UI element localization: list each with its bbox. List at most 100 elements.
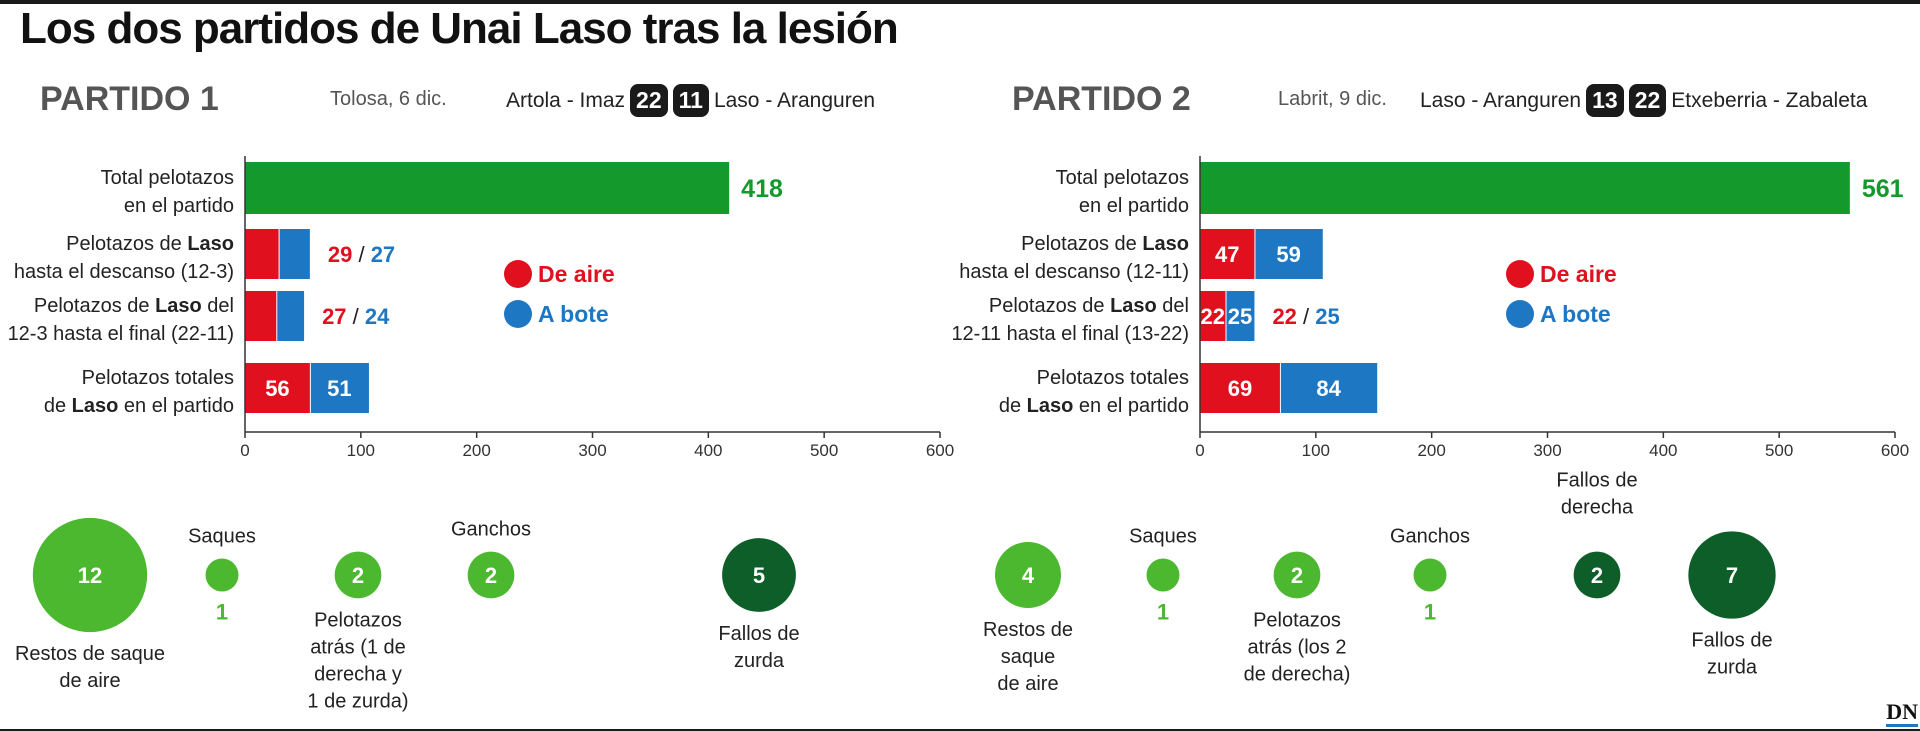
bar-a-bote <box>277 291 305 341</box>
stat-bubble <box>1688 531 1776 619</box>
page-title: Los dos partidos de Unai Laso tras la le… <box>20 4 899 53</box>
stat-value: 1 <box>1157 600 1169 625</box>
chart-plot: Total pelotazos en el partido Pelotazos de… <box>8 156 954 712</box>
x-tick-label: 300 <box>1533 441 1561 460</box>
category-label: Pelotazos de Laso <box>1021 233 1189 255</box>
bottom-rule <box>0 729 1920 731</box>
chart-plot: Total pelotazos en el partido Pelotazos de… <box>951 156 1909 695</box>
stat-label: Restos de saque <box>15 643 165 665</box>
stat-bubble <box>1573 551 1621 599</box>
value-label-aire: 22 <box>1200 304 1224 329</box>
stat-label: Fallos de <box>718 623 799 645</box>
bar-a-bote <box>310 363 369 413</box>
value-label-pair: 29 / 27 <box>328 242 395 267</box>
total-bar <box>245 162 730 214</box>
x-tick-label: 0 <box>1195 441 1204 460</box>
category-label: Pelotazos de Laso del <box>34 295 234 317</box>
chart-partido-2: PARTIDO 2 Labrit, 9 dic. Laso - Arangure… <box>951 70 1915 730</box>
stat-value: 2 <box>485 563 497 588</box>
value-label-bote: 84 <box>1316 376 1341 401</box>
stat-label: derecha <box>1561 497 1634 519</box>
value-label-pair: 27 / 24 <box>322 304 390 329</box>
stat-bubble <box>1413 558 1447 592</box>
stat-label: Pelotazos <box>1253 609 1341 631</box>
category-label: de Laso en el partido <box>999 395 1189 417</box>
stat-bubble <box>1146 558 1180 592</box>
stat-label: Saques <box>188 526 256 548</box>
legend-label: De aire <box>1540 261 1617 287</box>
match-venue: Labrit, 9 dic. <box>1278 88 1387 110</box>
value-label-aire: 69 <box>1228 376 1252 401</box>
x-tick-label: 200 <box>1417 441 1445 460</box>
stat-bubble <box>722 538 796 612</box>
stat-value: 2 <box>352 563 364 588</box>
score-right: 22 <box>1628 84 1667 117</box>
bar-de-aire <box>1200 291 1226 341</box>
bar-de-aire <box>1200 229 1255 279</box>
x-tick-label: 500 <box>810 441 838 460</box>
score-left: 22 <box>630 84 668 117</box>
bar-de-aire <box>245 363 310 413</box>
category-label: Pelotazos de Laso <box>66 233 234 255</box>
match-title: PARTIDO 2 <box>1012 80 1191 118</box>
stat-label: derecha y <box>314 663 402 685</box>
stat-label: 1 de zurda) <box>307 690 408 712</box>
value-label-aire: 56 <box>265 376 289 401</box>
stat-label: de derecha) <box>1244 663 1351 685</box>
x-tick-label: 600 <box>926 441 954 460</box>
stat-label: Ganchos <box>451 519 531 541</box>
value-label-aire: 47 <box>1215 242 1239 267</box>
stat-label: Restos de <box>983 619 1073 641</box>
stat-value: 5 <box>753 563 765 588</box>
team-left: Laso - Aranguren <box>1420 88 1582 112</box>
category-label: en el partido <box>1079 195 1189 217</box>
value-label-bote: 51 <box>327 376 351 401</box>
category-label: hasta el descanso (12-3) <box>14 261 234 283</box>
total-value-label: 561 <box>1862 175 1904 203</box>
x-tick-label: 200 <box>462 441 490 460</box>
stat-value: 2 <box>1291 563 1303 588</box>
bar-a-bote <box>1226 291 1255 341</box>
category-label: de Laso en el partido <box>44 395 234 417</box>
x-tick-label: 100 <box>1302 441 1330 460</box>
total-bar <box>1200 162 1850 214</box>
stat-bubble <box>467 551 515 599</box>
x-tick-label: 600 <box>1881 441 1909 460</box>
bar-a-bote <box>279 229 310 279</box>
category-label: Pelotazos totales <box>82 367 234 389</box>
stat-bubble <box>995 542 1061 608</box>
stat-label: saque <box>1001 646 1056 668</box>
match-title: PARTIDO 1 <box>40 80 219 118</box>
category-label: Total pelotazos <box>1056 167 1189 189</box>
x-tick-label: 100 <box>347 441 375 460</box>
stat-value: 4 <box>1022 563 1035 588</box>
scoreboard: Laso - Aranguren 13 22 Etxeberria - Zaba… <box>1420 84 1867 117</box>
stat-value: 1 <box>216 600 228 625</box>
stat-bubble <box>205 558 239 592</box>
stat-value: 12 <box>78 563 102 588</box>
stat-label: Saques <box>1129 526 1197 548</box>
team-left: Artola - Imaz <box>506 88 626 112</box>
match-venue: Tolosa, 6 dic. <box>330 88 447 110</box>
legend-label: De aire <box>538 261 615 287</box>
stat-value: 2 <box>1591 563 1603 588</box>
category-label: 12-3 hasta el final (22-11) <box>8 323 234 345</box>
stat-label: Ganchos <box>1390 526 1470 548</box>
x-tick-label: 400 <box>1649 441 1677 460</box>
x-tick-label: 500 <box>1765 441 1793 460</box>
legend-swatch <box>1506 300 1534 328</box>
legend-label: A bote <box>1540 301 1611 327</box>
score-right: 11 <box>672 84 709 117</box>
score-left: 13 <box>1586 84 1624 117</box>
value-label-bote: 25 <box>1228 304 1252 329</box>
stat-label: zurda <box>734 650 785 672</box>
bar-a-bote <box>1280 363 1378 413</box>
category-label: 12-11 hasta el final (13-22) <box>951 323 1189 345</box>
team-right: Etxeberria - Zabaleta <box>1671 88 1868 112</box>
value-label-bote: 59 <box>1276 242 1300 267</box>
bar-a-bote <box>1255 229 1323 279</box>
bar-de-aire <box>245 291 277 341</box>
legend-swatch <box>504 260 532 288</box>
stat-bubble <box>334 551 382 599</box>
value-label-pair: 22 / 25 <box>1272 304 1339 329</box>
